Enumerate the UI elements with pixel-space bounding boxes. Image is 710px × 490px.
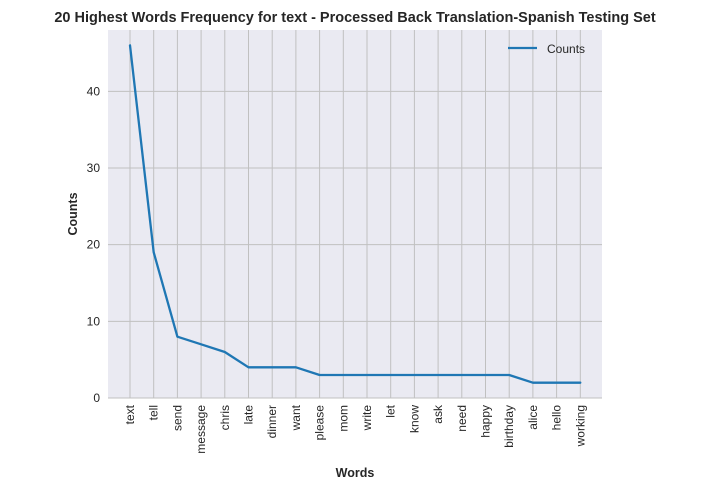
y-axis-label: Counts	[66, 192, 80, 235]
x-tick-label: happy	[479, 405, 493, 438]
x-tick-label: send	[170, 405, 184, 431]
x-tick-label: know	[407, 405, 421, 433]
legend-label: Counts	[547, 42, 585, 56]
x-tick-label: tell	[147, 405, 161, 420]
x-tick-label: please	[313, 405, 327, 441]
y-tick-label: 40	[87, 84, 101, 98]
x-tick-label: birthday	[502, 405, 516, 448]
chart-title: 20 Highest Words Frequency for text - Pr…	[54, 10, 656, 26]
y-tick-label: 10	[87, 314, 101, 328]
plot-area	[108, 30, 602, 398]
x-tick-label: write	[360, 405, 374, 432]
x-tick-label: chris	[218, 405, 232, 430]
x-tick-labels: text tell send message chris late dinner want pl…	[123, 404, 587, 454]
x-tick-label: working	[573, 405, 587, 447]
y-tick-label: 20	[87, 238, 101, 252]
x-tick-label: message	[194, 405, 208, 454]
x-tick-label: let	[384, 404, 398, 417]
y-tick-label: 30	[87, 161, 101, 175]
x-tick-label: dinner	[265, 405, 279, 438]
series-line-counts	[128, 44, 582, 384]
x-tick-label: hello	[550, 405, 564, 431]
x-tick-label: text	[123, 404, 137, 424]
x-tick-label: alice	[526, 405, 540, 430]
legend: Counts	[508, 42, 585, 56]
x-tick-label: want	[289, 404, 303, 431]
x-tick-label: ask	[431, 404, 445, 424]
grid	[108, 30, 602, 399]
x-tick-label: late	[242, 405, 256, 425]
x-tick-label: need	[455, 405, 469, 432]
y-tick-labels: 0 10 20 30 40	[87, 84, 101, 405]
x-axis-label: Words	[336, 466, 375, 480]
y-tick-label: 0	[93, 391, 100, 405]
x-tick-label: mom	[336, 405, 350, 432]
